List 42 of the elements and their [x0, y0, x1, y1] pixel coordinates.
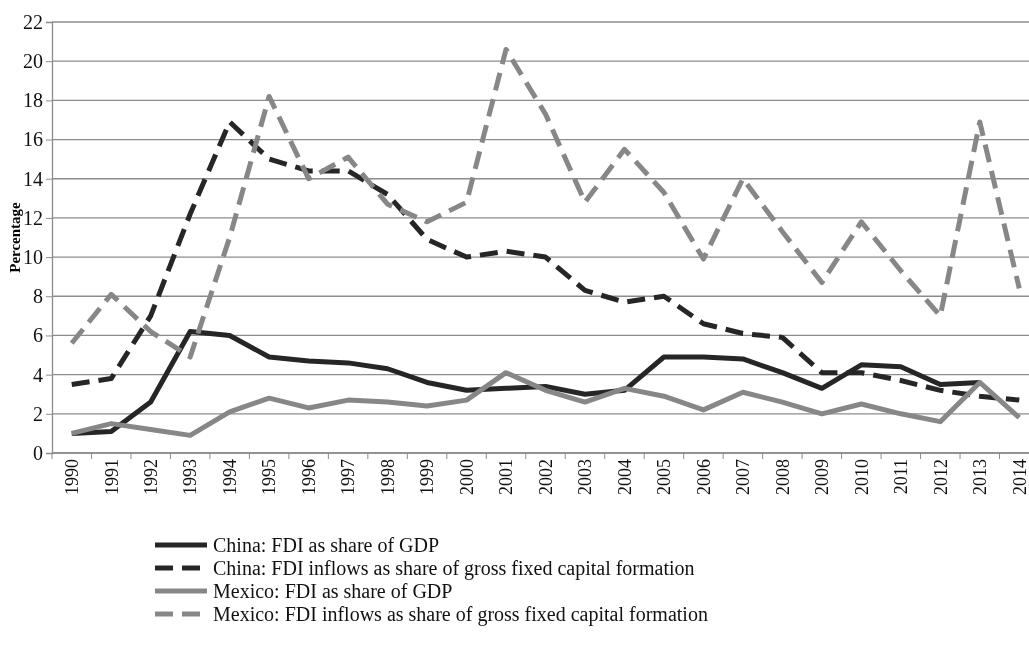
legend-label: China: FDI inflows as share of gross fixed capital formation — [213, 557, 695, 580]
y-tick-label: 4 — [33, 363, 43, 386]
legend-label: China: FDI as share of GDP — [213, 534, 440, 556]
y-tick-label: 12 — [23, 206, 43, 229]
legend-label: Mexico: FDI inflows as share of gross fixed capital formation — [213, 603, 708, 626]
x-tick-label: 1997 — [338, 459, 359, 495]
x-tick-label: 2013 — [970, 459, 991, 495]
x-tick-label: 2008 — [772, 459, 793, 495]
x-tick-label: 1991 — [101, 459, 122, 495]
y-tick-label: 18 — [23, 89, 43, 112]
x-tick-label: 2000 — [456, 459, 477, 495]
x-tick-label: 2014 — [1009, 459, 1029, 495]
y-tick-label: 6 — [33, 324, 43, 347]
y-tick-label: 22 — [23, 10, 43, 33]
x-tick-label: 1995 — [259, 459, 280, 495]
y-tick-label: 2 — [33, 402, 43, 425]
x-tick-label: 1992 — [141, 459, 161, 495]
y-tick-label: 14 — [23, 167, 43, 190]
x-tick-label: 1993 — [180, 459, 201, 495]
x-tick-label: 2007 — [733, 459, 754, 495]
y-tick-label: 16 — [23, 128, 43, 151]
x-tick-label: 2009 — [812, 459, 833, 495]
x-tick-label: 1999 — [417, 459, 438, 495]
x-tick-label: 2003 — [575, 459, 596, 495]
x-tick-label: 2004 — [614, 459, 635, 495]
y-tick-label: 10 — [23, 245, 43, 268]
x-tick-label: 2006 — [693, 459, 714, 495]
x-tick-label: 2001 — [496, 459, 517, 495]
x-tick-label: 1998 — [377, 459, 398, 495]
x-tick-label: 1996 — [298, 459, 319, 495]
y-axis-title: Percentage — [7, 201, 23, 273]
x-tick-label: 2005 — [654, 459, 675, 495]
y-tick-label: 0 — [33, 441, 43, 464]
x-tick-label: 2012 — [930, 459, 951, 495]
x-tick-label: 2002 — [535, 459, 556, 495]
y-tick-label: 8 — [33, 285, 43, 308]
y-tick-label: 20 — [23, 50, 43, 73]
x-tick-label: 2010 — [851, 459, 872, 495]
x-tick-label: 2011 — [891, 459, 912, 495]
x-tick-label: 1994 — [219, 459, 240, 495]
legend-label: Mexico: FDI as share of GDP — [213, 580, 453, 602]
x-tick-label: 1990 — [62, 459, 83, 495]
